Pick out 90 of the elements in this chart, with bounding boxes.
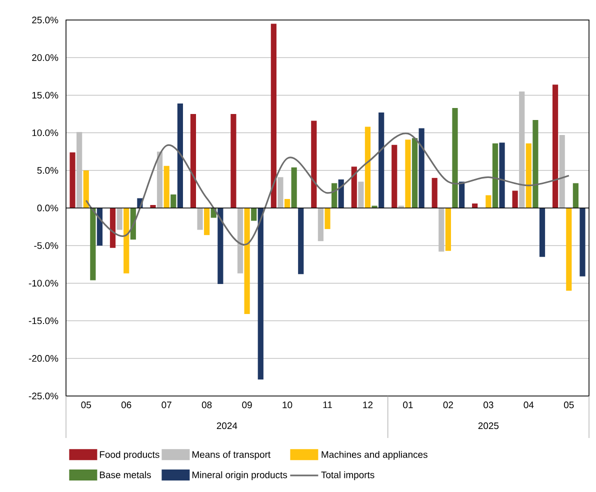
- y-tick-label: 15.0%: [32, 92, 58, 99]
- x-tick-label: 04: [524, 402, 534, 408]
- bar: [164, 166, 170, 208]
- y-tick-label: 10.0%: [32, 129, 58, 136]
- bar: [116, 208, 122, 230]
- bar: [324, 208, 330, 230]
- bar: [364, 126, 371, 208]
- bar: [572, 183, 578, 208]
- y-tick-label: 25.0%: [32, 16, 58, 24]
- bar: [251, 208, 257, 221]
- bar: [244, 208, 250, 314]
- x-tick-label: 11: [323, 402, 332, 408]
- text: 2024: [216, 422, 238, 430]
- y-tick-label: -15.0%: [28, 317, 58, 324]
- bar: [311, 120, 317, 208]
- bar: [458, 182, 465, 208]
- y-tick-label: 20.0%: [32, 54, 58, 61]
- bar: [150, 204, 156, 208]
- bar: [156, 152, 163, 208]
- bar: [559, 135, 565, 208]
- bar: [284, 198, 290, 208]
- y-tick-label: -5.0%: [34, 242, 58, 249]
- bar: [190, 114, 196, 208]
- bar: [197, 208, 203, 230]
- bar: [83, 170, 89, 208]
- bar: [90, 208, 96, 280]
- bar: [110, 208, 116, 248]
- bar: [418, 128, 424, 208]
- x-tick-label: 12: [363, 402, 373, 408]
- bar: [378, 112, 384, 208]
- bar: [230, 114, 236, 208]
- bar: [358, 182, 364, 208]
- bar: [438, 208, 444, 252]
- bar: [332, 183, 338, 208]
- y-tick-label: -10.0%: [28, 280, 58, 287]
- bar: [499, 142, 505, 208]
- bar: [552, 84, 558, 208]
- bar: [492, 143, 498, 208]
- x-tick-label: 03: [484, 402, 494, 408]
- x-tick-label: 05: [81, 402, 91, 408]
- bar: [298, 208, 304, 274]
- bar: [291, 167, 297, 208]
- bar: [532, 120, 538, 208]
- bar: [566, 208, 572, 291]
- bar: [539, 208, 546, 257]
- bar: [218, 208, 224, 284]
- bar: [432, 178, 438, 208]
- legend-label: Mineral origin products: [192, 471, 288, 480]
- text: 2025: [478, 422, 499, 430]
- line-series: [85, 132, 570, 246]
- bar: [258, 208, 264, 380]
- bar: [76, 132, 82, 208]
- x-tick-label: 06: [121, 402, 132, 408]
- legend-label: Means of transport: [192, 450, 270, 460]
- bar: [177, 103, 183, 208]
- bar: [70, 152, 76, 208]
- bar: [412, 138, 418, 208]
- y-tick-label: -20.0%: [28, 355, 58, 362]
- x-tick-label: 01: [403, 402, 413, 408]
- legend-label: Base metals: [100, 471, 151, 478]
- bar: [351, 166, 357, 208]
- bar: [512, 190, 518, 208]
- bar: [526, 143, 532, 208]
- x-tick-label: 02: [443, 402, 453, 408]
- y-tick-label: -25.0%: [28, 392, 58, 400]
- x-tick-label: 09: [242, 402, 252, 408]
- bar: [237, 208, 244, 274]
- legend-label: Total imports: [321, 471, 374, 480]
- bar: [96, 208, 103, 246]
- bar: [270, 24, 276, 208]
- bar: [519, 91, 525, 208]
- bar: [452, 108, 458, 208]
- x-tick-label: 07: [162, 402, 172, 408]
- x-tick-label: 10: [282, 402, 292, 408]
- bar: [392, 144, 398, 208]
- bar: [204, 208, 210, 236]
- bar: [278, 177, 284, 208]
- legend-label: Machines and appliances: [322, 450, 428, 460]
- bar: [486, 195, 492, 208]
- legend-label: Food products: [100, 450, 160, 460]
- bar: [445, 208, 451, 251]
- bar: [170, 194, 176, 208]
- y-tick-label: 5.0%: [37, 167, 58, 174]
- bar: [580, 208, 586, 276]
- bar: [124, 208, 130, 274]
- x-tick-label: 05: [564, 402, 574, 408]
- x-tick-label: 08: [202, 402, 212, 408]
- y-tick-label: 0.0%: [37, 204, 58, 212]
- bar: [405, 140, 411, 208]
- bar: [318, 208, 324, 242]
